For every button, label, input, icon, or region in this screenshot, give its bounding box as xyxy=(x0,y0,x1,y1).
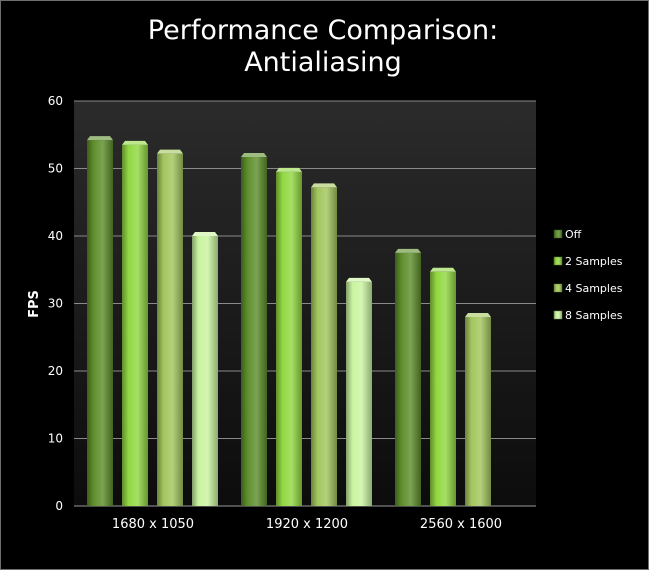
bar-cap xyxy=(465,313,491,317)
x-category-label: 1920 x 1200 xyxy=(266,517,348,532)
legend-swatch xyxy=(553,283,563,293)
bar-cap xyxy=(192,232,218,236)
bar xyxy=(122,140,148,506)
bar xyxy=(276,167,302,506)
bar-body xyxy=(241,157,267,506)
chart-subtitle: Antialiasing xyxy=(244,47,402,78)
bar-body xyxy=(276,171,302,506)
legend: Off 2 Samples 4 Samples 8 Samples xyxy=(553,228,623,322)
bar-cap xyxy=(87,136,113,141)
y-tick-label: 20 xyxy=(48,364,63,378)
bar-cap xyxy=(430,267,456,272)
bar-body xyxy=(87,140,113,506)
y-axis-ticks: 0 10 20 30 40 50 60 xyxy=(48,94,63,513)
chart-title: Performance Comparison: xyxy=(148,15,498,46)
x-category-label: 1680 x 1050 xyxy=(112,517,194,532)
legend-swatch xyxy=(553,229,563,239)
bar xyxy=(465,313,491,506)
legend-swatch xyxy=(553,310,563,320)
bar xyxy=(157,149,183,506)
y-tick-label: 50 xyxy=(48,162,63,176)
bar-cap xyxy=(395,248,421,253)
legend-label: Off xyxy=(565,228,582,241)
legend-label: 8 Samples xyxy=(565,309,623,322)
bar-body xyxy=(395,252,421,506)
legend-item: 4 Samples xyxy=(553,282,623,295)
grid-lines xyxy=(74,100,536,507)
bar xyxy=(311,183,337,506)
bar-cap xyxy=(241,153,267,158)
legend-item: Off xyxy=(553,228,582,241)
x-axis-categories: 1680 x 1050 1920 x 1200 2560 x 1600 xyxy=(112,517,502,532)
bars xyxy=(87,136,491,506)
bar xyxy=(346,277,372,506)
y-tick-label: 10 xyxy=(48,432,63,446)
bar-body xyxy=(346,281,372,506)
bar-body xyxy=(430,271,456,506)
legend-item: 8 Samples xyxy=(553,309,623,322)
legend-item: 2 Samples xyxy=(553,255,623,268)
bar-body xyxy=(311,187,337,506)
bar-cap xyxy=(157,149,183,154)
x-category-label: 2560 x 1600 xyxy=(420,517,502,532)
y-tick-label: 60 xyxy=(48,94,63,108)
bar-body xyxy=(122,144,148,506)
bar xyxy=(192,232,218,506)
bar xyxy=(87,136,113,506)
y-tick-label: 40 xyxy=(48,229,63,243)
bar-body xyxy=(465,317,491,506)
bar-cap xyxy=(311,183,337,188)
bar xyxy=(395,248,421,506)
y-axis-label: FPS xyxy=(27,290,42,318)
bar-body xyxy=(157,153,183,506)
legend-label: 2 Samples xyxy=(565,255,623,268)
bar-cap xyxy=(346,277,372,282)
legend-label: 4 Samples xyxy=(565,282,623,295)
legend-swatch xyxy=(553,256,563,266)
bar xyxy=(241,153,267,506)
y-tick-label: 0 xyxy=(55,499,63,513)
bar-cap xyxy=(276,167,302,172)
bar-body xyxy=(192,236,218,506)
y-tick-label: 30 xyxy=(48,297,63,311)
bar-cap xyxy=(122,140,148,145)
bar xyxy=(430,267,456,506)
